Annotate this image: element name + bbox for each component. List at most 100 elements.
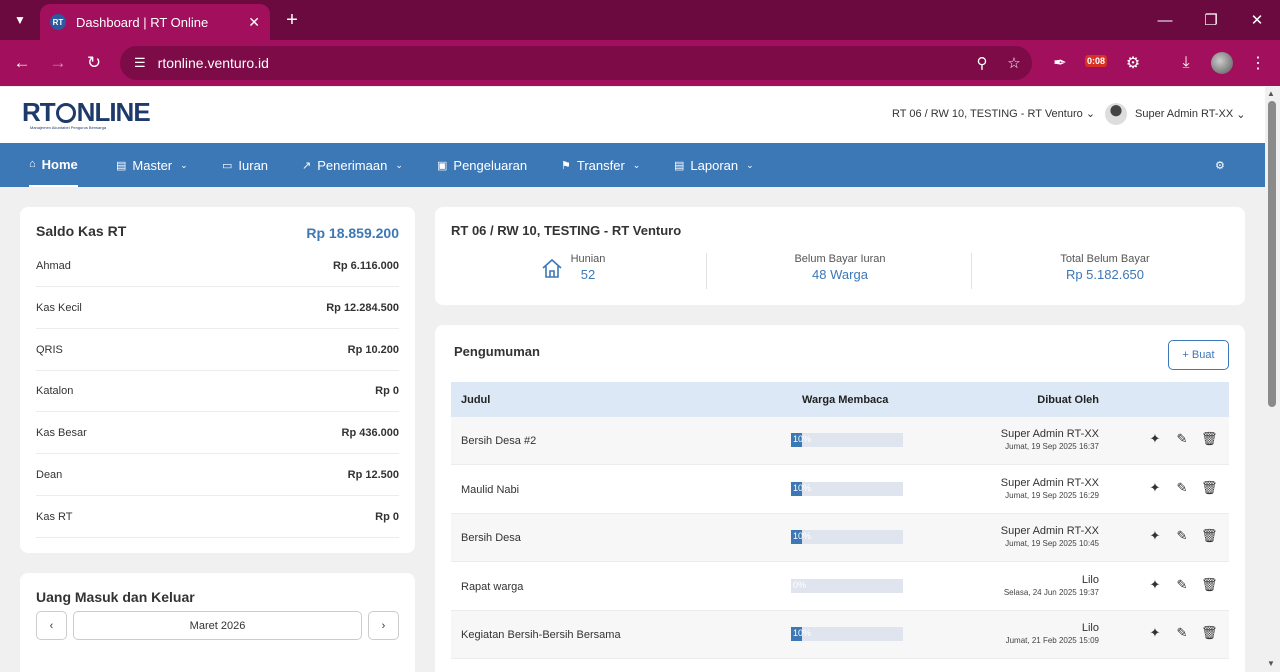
restore-button[interactable]: ❐ [1204, 12, 1218, 29]
buat-button[interactable]: + Buat [1168, 340, 1229, 370]
table-row[interactable]: Kegiatan Bersih-Bersih Bersama 10% Lilo Jum… [451, 611, 1229, 659]
stat-total-label: Total Belum Bayar [1060, 253, 1150, 265]
nav-transfer[interactable]: ⚑ Transfer ⌄ [561, 143, 640, 187]
trash-icon[interactable]: 🗑 [1201, 528, 1218, 543]
edit-icon[interactable]: ✎ [1176, 479, 1188, 495]
chevron-down-icon: ⌄ [180, 159, 188, 170]
settings-gear-icon[interactable]: ⚙ [1215, 143, 1231, 187]
tab-search-button[interactable]: ▼ [14, 13, 26, 27]
row-actions: ✦ ✎ 🗑 [1147, 576, 1218, 593]
nav-pengeluaran-label: Pengeluaran [453, 157, 528, 173]
nav-master[interactable]: ▤ Master ⌄ [116, 143, 188, 187]
tab-close-icon[interactable]: ✕ [248, 13, 260, 30]
zoom-icon[interactable]: ⚲ [976, 55, 988, 72]
rt-summary-title: RT 06 / RW 10, TESTING - RT Venturo [451, 223, 682, 238]
reload-button[interactable]: ↻ [86, 53, 102, 72]
back-button[interactable]: ← [13, 53, 31, 72]
saldo-row-name: QRIS [36, 343, 63, 356]
row-judul: Maulid Nabi [461, 483, 520, 496]
org-selector[interactable]: RT 06 / RW 10, TESTING - RT Venturo ⌄ [892, 107, 1095, 120]
image-icon: ▣ [437, 159, 448, 172]
uang-title: Uang Masuk dan Keluar [36, 589, 195, 605]
nav-penerimaan[interactable]: ↗ Penerimaan ⌄ [302, 143, 403, 187]
stat-total-value: Rp 5.182.650 [1065, 267, 1145, 282]
browser-toolbar: ← → ↻ ☰ rtonline.venturo.id ⚲ ☆ ✒ ◔ ⚙ ⤓ … [0, 40, 1280, 86]
page-scrollbar[interactable]: ▲ ▼ [1266, 87, 1280, 672]
uang-masuk-keluar-card: Uang Masuk dan Keluar ‹ Maret 2026 › [20, 573, 415, 672]
scrollbar-thumb[interactable] [1268, 101, 1276, 407]
trash-icon[interactable]: 🗑 [1201, 576, 1218, 592]
nav-pengeluaran[interactable]: ▣ Pengeluaran [437, 143, 527, 187]
rt-online-logo[interactable]: RT NLINE Manajemen Akuntabel Pengurus Ber… [22, 97, 151, 130]
extensions-puzzle-icon[interactable]: ⚙ [1125, 55, 1141, 72]
pin-icon[interactable]: ✦ [1149, 528, 1161, 543]
minimize-button[interactable]: — [1157, 11, 1173, 29]
address-bar[interactable]: ☰ rtonline.venturo.id ⚲ ☆ [120, 46, 1032, 80]
edit-icon[interactable]: ✎ [1176, 625, 1188, 640]
chevron-right-icon: › [381, 619, 386, 632]
pin-icon[interactable]: ✦ [1149, 576, 1161, 592]
saldo-row-name: Kas RT [36, 510, 73, 523]
stat-belum-value: 48 Warga [812, 267, 868, 282]
saldo-row-amount: Rp 0 [375, 384, 399, 397]
row-judul: Rapat warga [461, 580, 524, 593]
user-menu[interactable]: Super Admin RT-XX ⌄ [1105, 103, 1246, 125]
read-progress-label: 10% [793, 531, 812, 541]
prev-month-button[interactable]: ‹ [36, 611, 67, 640]
table-row[interactable]: Maulid Nabi 10% Super Admin RT-XX Jumat, 19… [451, 466, 1229, 514]
browser-tab-active[interactable]: RT Dashboard | RT Online ✕ [40, 4, 270, 40]
row-date: Jumat, 19 Sep 2025 16:37 [1005, 442, 1099, 451]
stat-hunian: Hunian 52 [569, 253, 607, 282]
saldo-row: Katalon Rp 0 [36, 370, 399, 412]
site-settings-icon[interactable]: ☰ [134, 55, 146, 70]
pin-icon[interactable]: ✦ [1149, 431, 1161, 446]
saldo-row: Kas Besar Rp 436.000 [36, 412, 399, 454]
next-month-button[interactable]: › [368, 611, 399, 640]
stat-divider [971, 253, 972, 289]
pin-icon[interactable]: ✦ [1149, 479, 1161, 495]
chevron-left-icon: ‹ [49, 619, 54, 632]
nav-iuran[interactable]: ▭ Iuran [222, 143, 268, 187]
close-window-button[interactable]: ✕ [1250, 12, 1264, 29]
forward-button[interactable]: → [49, 53, 67, 72]
file-icon: ▤ [674, 159, 685, 172]
nav-laporan[interactable]: ▤ Laporan ⌄ [674, 143, 754, 187]
nav-iuran-label: Iuran [238, 157, 269, 173]
bookmark-star-icon[interactable]: ☆ [1007, 55, 1021, 72]
logo-tagline: Manajemen Akuntabel Pengurus Berwarga [30, 125, 107, 130]
read-progress-bar: 10% [791, 433, 903, 447]
row-author-name: Super Admin RT-XX [1000, 525, 1099, 537]
table-row[interactable]: Bersih Desa #2 10% Super Admin RT-XX Jumat,… [451, 417, 1229, 465]
saldo-total: Rp 18.859.200 [306, 225, 399, 241]
trash-icon[interactable]: 🗑 [1201, 625, 1218, 640]
table-row[interactable]: Bersih Desa 10% Super Admin RT-XX Jumat, 19… [451, 514, 1229, 562]
stat-total-belum: Total Belum Bayar Rp 5.182.650 [1030, 253, 1180, 282]
new-tab-button[interactable]: + [286, 8, 298, 31]
trash-icon[interactable]: 🗑 [1201, 431, 1218, 446]
trash-icon[interactable]: 🗑 [1201, 479, 1218, 495]
month-picker[interactable]: Maret 2026 [73, 611, 362, 640]
saldo-row: Ahmad Rp 6.116.000 [36, 245, 399, 287]
read-progress-label: 10% [793, 628, 812, 638]
edit-icon[interactable]: ✎ [1176, 576, 1188, 592]
downloads-icon[interactable]: ⤓ [1182, 54, 1190, 71]
scroll-down-arrow-icon[interactable]: ▼ [1267, 659, 1275, 668]
timer-badge: 0:08 [1085, 55, 1108, 67]
row-author: Lilo Selasa, 24 Jun 2025 19:37 [1004, 574, 1099, 597]
browser-menu-icon[interactable]: ⋮ [1250, 55, 1266, 72]
profile-avatar-icon[interactable] [1211, 52, 1233, 74]
edit-icon[interactable]: ✎ [1176, 528, 1188, 543]
chevron-down-icon: ⌄ [1236, 108, 1246, 121]
saldo-row: Dean Rp 12.500 [36, 454, 399, 496]
pin-icon[interactable]: ✦ [1149, 625, 1161, 640]
scroll-up-arrow-icon[interactable]: ▲ [1267, 89, 1275, 98]
table-row[interactable]: Rapat warga 0% Lilo Selasa, 24 Jun 2025 19:… [451, 563, 1229, 611]
row-author: Super Admin RT-XX Jumat, 19 Sep 2025 10:4… [1001, 525, 1099, 548]
row-author: Lilo Jumat, 21 Feb 2025 15:09 [1006, 622, 1099, 645]
logo-text-right: NLINE [76, 97, 151, 127]
feather-extension-icon[interactable]: ✒ [1053, 55, 1067, 72]
col-dibuat-oleh: Dibuat Oleh [1037, 393, 1099, 406]
nav-home[interactable]: ⌂ Home [29, 143, 78, 187]
edit-icon[interactable]: ✎ [1176, 431, 1188, 446]
row-actions: ✦ ✎ 🗑 [1147, 479, 1218, 496]
